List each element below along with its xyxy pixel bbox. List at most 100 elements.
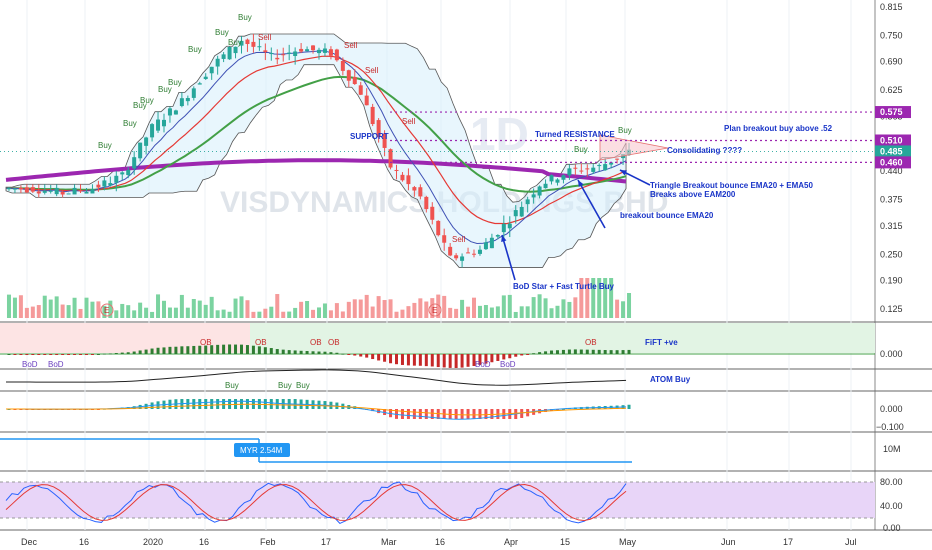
volume-bar bbox=[376, 296, 381, 318]
volume-bar bbox=[448, 307, 453, 318]
price-tick-label: 0.190 bbox=[880, 276, 903, 286]
candle-body bbox=[96, 184, 101, 188]
candle-body bbox=[328, 49, 333, 56]
x-tick-label: Feb bbox=[260, 537, 276, 547]
volume-bar bbox=[209, 296, 214, 318]
annotation-bounce: breakout bounce EMA20 bbox=[620, 211, 714, 220]
candle-body bbox=[370, 106, 375, 125]
volume-bar bbox=[6, 294, 11, 318]
candle-body bbox=[126, 170, 131, 176]
volume-bar bbox=[132, 310, 137, 318]
volume-bar bbox=[579, 278, 584, 318]
arrow-ema20 bbox=[577, 179, 606, 229]
ob-signal: OB bbox=[200, 338, 212, 347]
candle-body bbox=[501, 223, 506, 233]
volume-bar bbox=[418, 298, 423, 318]
fift-bar bbox=[305, 351, 309, 354]
fift-bar bbox=[341, 353, 345, 355]
candle-body bbox=[495, 235, 500, 237]
fift-bar bbox=[496, 354, 500, 361]
fift-bar bbox=[180, 346, 184, 354]
candle-body bbox=[436, 220, 441, 236]
annotation-consolidating: Consolidating ???? bbox=[667, 146, 742, 155]
volume-bar bbox=[627, 293, 632, 318]
volume-bar bbox=[173, 307, 178, 318]
candle-body bbox=[281, 54, 286, 56]
fift-bar bbox=[430, 354, 434, 367]
fift-bar bbox=[371, 354, 375, 360]
candle-body bbox=[209, 66, 214, 74]
candle-body bbox=[144, 137, 149, 146]
volume-bar bbox=[179, 294, 184, 318]
volume-bar bbox=[78, 308, 83, 318]
stoch-tick: 80.00 bbox=[880, 477, 903, 487]
price-tick-label: 0.690 bbox=[880, 57, 903, 67]
fift-bar bbox=[198, 345, 202, 354]
volume-bar bbox=[531, 297, 536, 318]
stoch-tick: 40.00 bbox=[880, 501, 903, 511]
candle-body bbox=[382, 133, 387, 148]
fift-bar bbox=[96, 353, 100, 355]
volume-bar bbox=[251, 311, 256, 318]
candle-body bbox=[42, 190, 47, 193]
volume-bar bbox=[60, 304, 65, 318]
candle-body bbox=[24, 187, 29, 193]
fift-bar bbox=[544, 351, 548, 354]
fift-bar bbox=[43, 354, 47, 355]
macd-hist-bar bbox=[204, 399, 208, 409]
stoch-d-line bbox=[5, 484, 627, 521]
volume-bar bbox=[406, 306, 411, 318]
candle-body bbox=[358, 85, 363, 95]
fift-bar bbox=[156, 347, 160, 354]
arrow-ema20-head bbox=[578, 180, 584, 187]
fift-bar bbox=[347, 354, 351, 355]
candle-body bbox=[519, 206, 524, 217]
fift-bar bbox=[561, 349, 565, 354]
fift-bar bbox=[90, 354, 94, 355]
fift-bar bbox=[186, 346, 190, 354]
bod-signal: BoD bbox=[500, 360, 516, 369]
candle-body bbox=[549, 175, 554, 182]
fift-bar bbox=[144, 349, 148, 354]
macd-signal-line bbox=[5, 403, 627, 416]
candle-body bbox=[346, 70, 351, 81]
candle-body bbox=[6, 188, 11, 190]
candle-body bbox=[179, 98, 184, 107]
volume-bar bbox=[495, 306, 500, 318]
earnings-marker bbox=[100, 303, 114, 317]
candle-body bbox=[585, 168, 590, 170]
volume-bar bbox=[537, 294, 542, 318]
macd-hist-bar bbox=[424, 409, 428, 419]
candle-body bbox=[603, 164, 608, 171]
volume-bar bbox=[525, 306, 530, 318]
fift-bar bbox=[192, 345, 196, 354]
macd-hist-bar bbox=[269, 399, 273, 409]
candle-body bbox=[263, 50, 268, 53]
fift-bar bbox=[365, 354, 369, 358]
volume-bar bbox=[460, 299, 465, 318]
candle-body bbox=[66, 193, 71, 195]
atom-buy-signal: Buy bbox=[296, 381, 310, 390]
volume-bar bbox=[555, 305, 560, 318]
candle-body bbox=[245, 39, 250, 45]
volume-bar bbox=[275, 294, 280, 318]
fift-bar bbox=[228, 344, 232, 354]
candle-body bbox=[543, 183, 548, 189]
sell-signal: Sell bbox=[365, 66, 379, 75]
fift-bg-neg bbox=[0, 323, 250, 353]
candle-body bbox=[78, 190, 83, 192]
volume-bar bbox=[603, 278, 608, 318]
candle-body bbox=[54, 187, 59, 195]
candle-body bbox=[466, 252, 471, 254]
volume-bar bbox=[364, 294, 369, 318]
x-tick-label: Jul bbox=[845, 537, 857, 547]
fift-bar bbox=[466, 354, 470, 367]
triangle-pattern bbox=[599, 134, 669, 161]
candle-body bbox=[591, 167, 596, 172]
candle-body bbox=[156, 119, 161, 131]
macd-hist-bar bbox=[418, 409, 422, 419]
fift-bar bbox=[257, 346, 261, 354]
candle-body bbox=[221, 54, 226, 59]
atom-label: ATOM Buy bbox=[650, 375, 691, 384]
